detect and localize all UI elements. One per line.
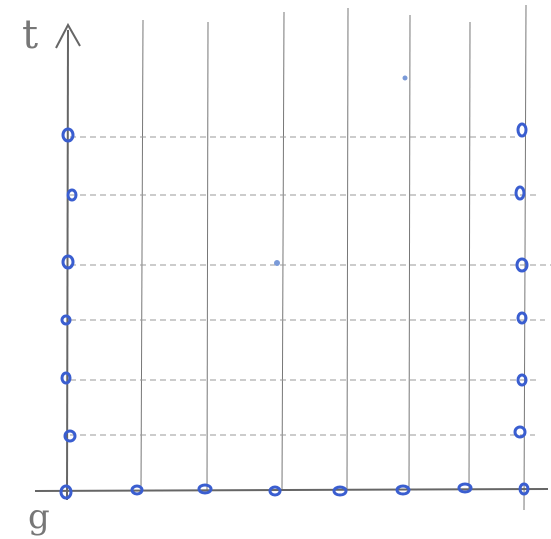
point bbox=[516, 187, 524, 199]
point bbox=[62, 373, 70, 383]
grid-line bbox=[469, 22, 470, 490]
sketch: t g bbox=[0, 0, 551, 539]
point bbox=[199, 485, 211, 493]
point bbox=[515, 427, 525, 437]
page: {"axes": {"y_label": "t", "x_label": "g"… bbox=[0, 0, 551, 539]
grid-line bbox=[207, 22, 208, 490]
point bbox=[274, 260, 280, 266]
grid-line bbox=[347, 8, 348, 490]
y-axis bbox=[67, 30, 68, 500]
point bbox=[334, 487, 346, 495]
point bbox=[62, 316, 70, 324]
point bbox=[518, 313, 526, 323]
grid-line bbox=[282, 12, 284, 490]
point bbox=[65, 431, 75, 441]
vertical-lines bbox=[141, 5, 526, 510]
grid-line bbox=[409, 15, 410, 490]
point bbox=[518, 124, 526, 136]
point bbox=[61, 486, 71, 498]
x-axis-label: g bbox=[28, 497, 50, 537]
point bbox=[403, 76, 408, 81]
grid-line bbox=[141, 20, 143, 490]
y-axis-label: t bbox=[22, 12, 38, 58]
